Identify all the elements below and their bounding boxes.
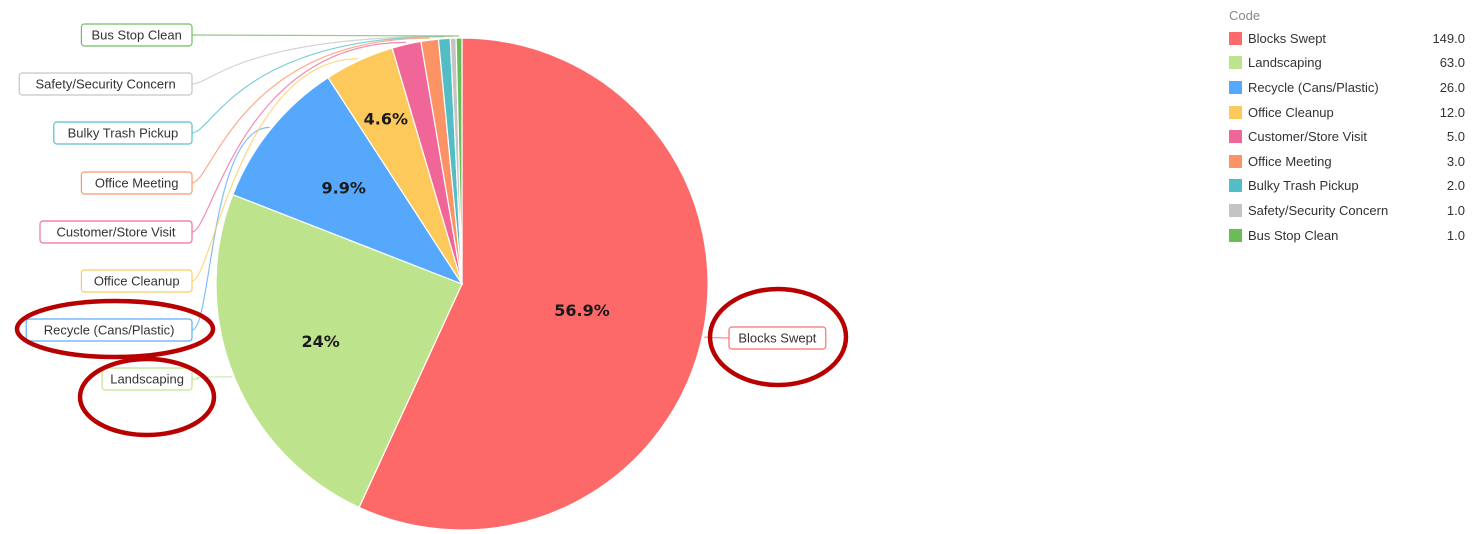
pie-slice-bus-stop-clean[interactable]	[455, 37, 463, 285]
legend-item-blocks-swept[interactable]: Blocks Swept 149.0	[1229, 26, 1465, 51]
legend-title: Code	[1229, 8, 1261, 23]
legend-swatch	[1229, 228, 1242, 242]
callout-box-blocks-swept	[728, 326, 827, 350]
legend-label: Recycle (Cans/Plastic)	[1248, 79, 1379, 95]
legend-swatch	[1229, 130, 1242, 144]
highlight-ellipse-landscaping	[77, 356, 217, 438]
leader-line-safety-security-concern	[191, 35, 454, 85]
legend-swatch	[1229, 80, 1242, 94]
legend-item-customer-store-visit[interactable]: Customer/Store Visit 5.0	[1229, 124, 1465, 149]
legend-label: Office Meeting	[1248, 153, 1332, 169]
callout-labels: Blocks Swept Landscaping Recycle (Cans/Pla…	[18, 23, 827, 391]
legend-swatch	[1229, 105, 1242, 119]
callout-box-recycle-cans-plastic	[25, 318, 193, 342]
legend-value: 12.0	[1439, 104, 1465, 120]
legend-item-landscaping[interactable]: Landscaping 63.0	[1229, 51, 1465, 76]
legend-swatch	[1229, 56, 1242, 70]
callout-box-bulky-trash-pickup	[53, 121, 193, 145]
legend-value: 149.0	[1432, 30, 1465, 46]
legend-label: Office Cleanup	[1248, 104, 1334, 120]
legend-item-safety-security-concern[interactable]: Safety/Security Concern 1.0	[1229, 198, 1465, 223]
legend-swatch	[1229, 31, 1242, 45]
legend-value: 2.0	[1446, 178, 1465, 194]
legend-item-recycle-cans-plastic[interactable]: Recycle (Cans/Plastic) 26.0	[1229, 75, 1465, 100]
callout-box-landscaping	[101, 367, 193, 391]
callout-label-bus-stop-clean: Bus Stop Clean	[92, 28, 182, 43]
slice-percent-label-recycle-cans-plastic: 9.9%	[322, 179, 366, 198]
pie-slice-blocks-swept[interactable]	[358, 37, 709, 531]
callout-box-bus-stop-clean	[80, 23, 193, 47]
highlight-ellipse-recycle	[14, 298, 216, 360]
leader-line-bus-stop-clean	[191, 34, 460, 37]
leader-line-customer-store-visit	[191, 41, 407, 233]
legend-label: Landscaping	[1248, 55, 1322, 71]
leader-line-landscaping	[191, 376, 233, 380]
callout-label-office-meeting: Office Meeting	[95, 176, 179, 191]
legend-value: 26.0	[1439, 79, 1465, 95]
legend-value: 3.0	[1446, 153, 1465, 169]
legend-item-office-meeting[interactable]: Office Meeting 3.0	[1229, 149, 1465, 174]
legend-value: 1.0	[1446, 202, 1465, 218]
leader-line-blocks-swept	[704, 336, 730, 339]
pie-slices	[215, 37, 709, 531]
callout-box-safety-security-concern	[18, 72, 193, 96]
legend-swatch	[1229, 179, 1242, 193]
highlight-annotations	[14, 286, 849, 438]
legend-swatch	[1229, 203, 1242, 217]
slice-percent-labels: 56.9% 24% 9.9% 4.6%	[301, 110, 609, 351]
legend-item-bulky-trash-pickup[interactable]: Bulky Trash Pickup 2.0	[1229, 174, 1465, 199]
highlight-ellipse-blocks-swept	[707, 286, 849, 388]
legend-label: Blocks Swept	[1248, 30, 1327, 46]
callout-label-customer-store-visit: Customer/Store Visit	[57, 225, 176, 240]
slice-percent-label-blocks-swept: 56.9%	[554, 301, 610, 320]
pie-slice-landscaping[interactable]	[215, 193, 463, 509]
callout-box-customer-store-visit	[39, 220, 193, 244]
callout-leader-lines	[191, 34, 730, 380]
legend-label: Safety/Security Concern	[1248, 202, 1389, 218]
callout-label-recycle-cans-plastic: Recycle (Cans/Plastic)	[44, 323, 175, 338]
legend-item-office-cleanup[interactable]: Office Cleanup 12.0	[1229, 100, 1465, 125]
leader-line-bulky-trash-pickup	[191, 36, 445, 134]
callout-label-office-cleanup: Office Cleanup	[94, 274, 180, 289]
pie-slice-recycle-cans-plastic[interactable]	[232, 76, 464, 286]
legend-rows: Blocks Swept 149.0 Landscaping 63.0 Recycle …	[1229, 26, 1465, 247]
callout-label-safety-security-concern: Safety/Security Concern	[36, 77, 176, 92]
legend-label: Bulky Trash Pickup	[1248, 178, 1359, 194]
legend-value: 1.0	[1446, 227, 1465, 243]
slice-percent-label-landscaping: 24%	[301, 332, 339, 351]
slice-percent-label-office-cleanup: 4.6%	[364, 110, 408, 129]
leader-line-office-cleanup	[191, 58, 359, 282]
legend-label: Bus Stop Clean	[1248, 227, 1339, 243]
callout-label-landscaping: Landscaping	[110, 372, 184, 387]
legend-label: Customer/Store Visit	[1248, 129, 1367, 145]
legend-value: 63.0	[1439, 55, 1465, 71]
legend: Code Blocks Swept 149.0 Landscaping 63.0 Rec…	[1229, 6, 1465, 247]
callout-label-blocks-swept: Blocks Swept	[738, 331, 816, 346]
callout-box-office-cleanup	[80, 269, 193, 293]
legend-item-bus-stop-clean[interactable]: Bus Stop Clean 1.0	[1229, 223, 1465, 248]
legend-value: 5.0	[1446, 129, 1465, 145]
callout-box-office-meeting	[80, 171, 193, 195]
callout-label-bulky-trash-pickup: Bulky Trash Pickup	[68, 126, 179, 141]
leader-line-office-meeting	[191, 37, 430, 184]
legend-swatch	[1229, 154, 1242, 168]
